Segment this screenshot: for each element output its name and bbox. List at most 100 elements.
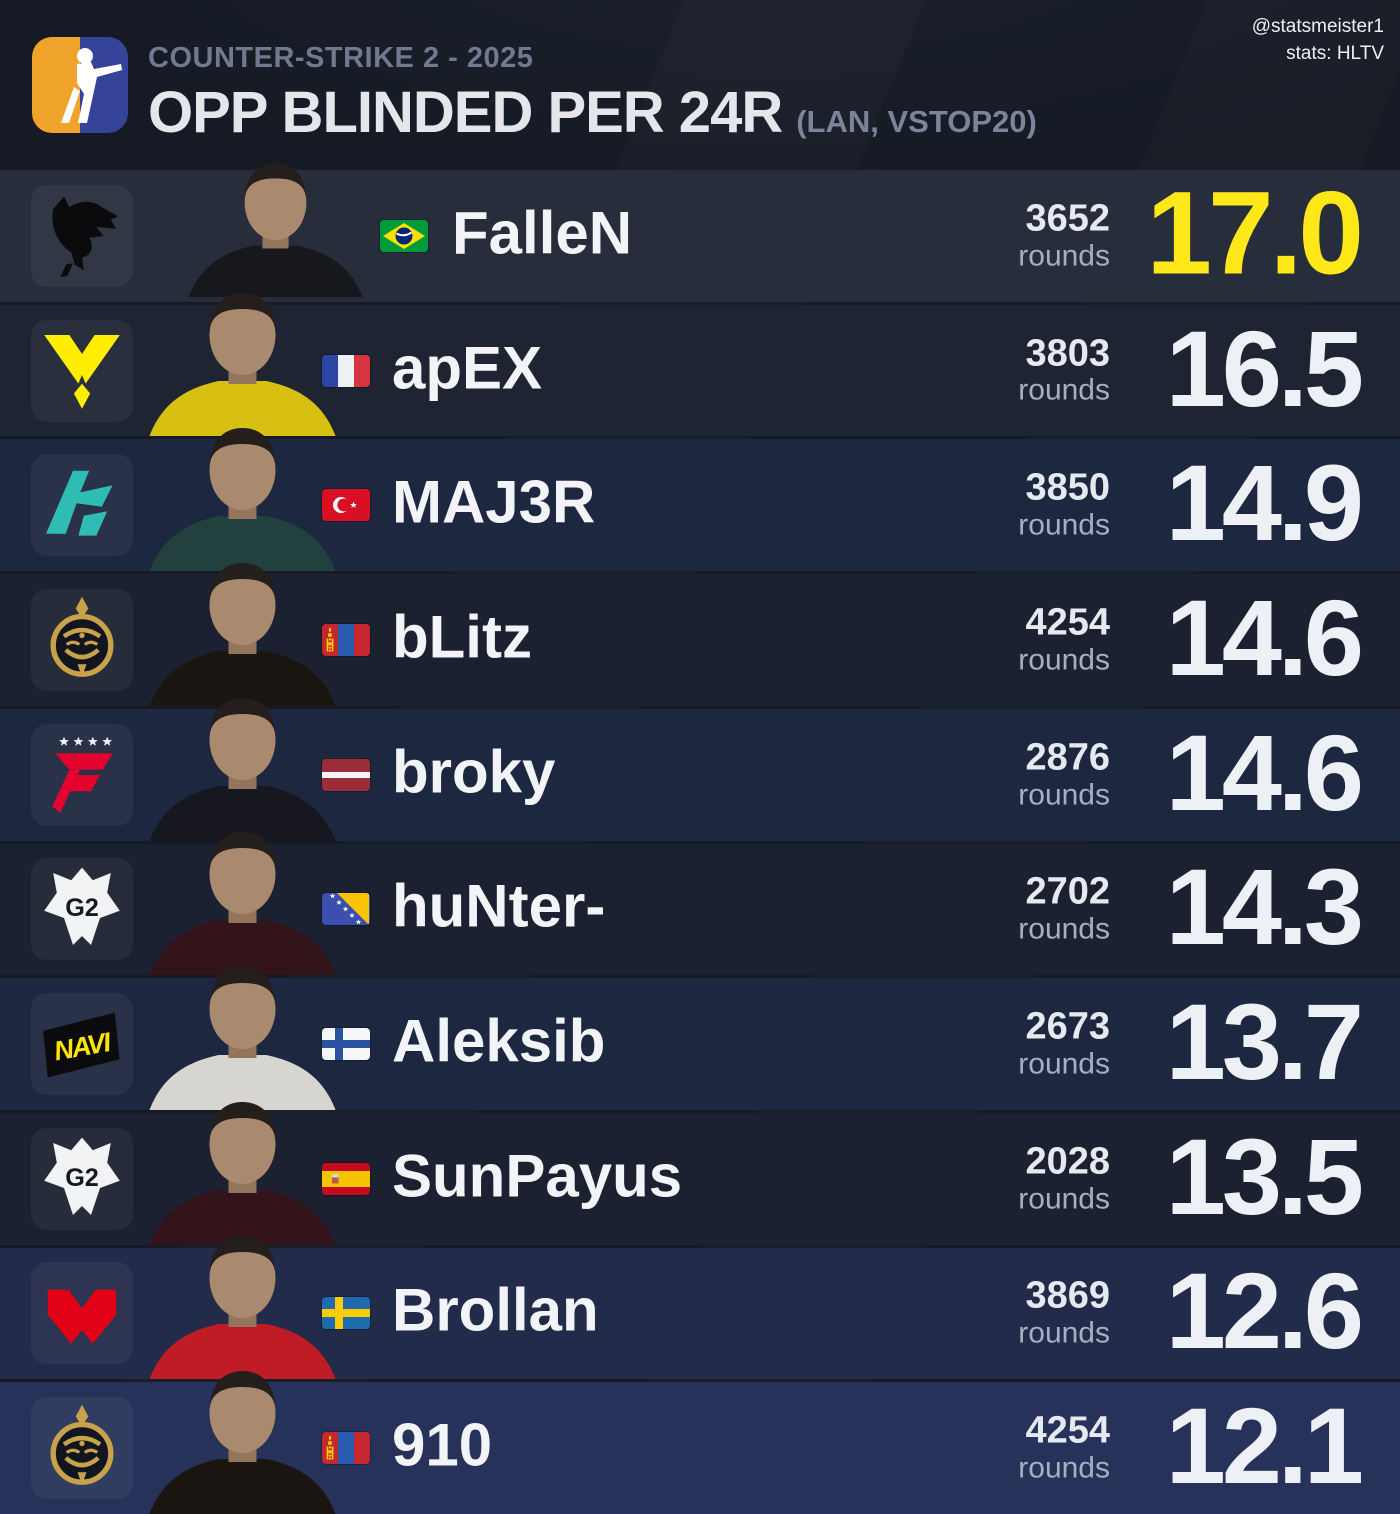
player-row-blitz: bLitz 4254 rounds 14.6 xyxy=(0,562,1400,706)
stat-value: 13.5 xyxy=(1165,1115,1364,1237)
player-row-brollan: Brollan 3869 rounds 12.6 xyxy=(0,1236,1400,1380)
player-name: broky xyxy=(392,738,556,806)
rounds-count: 3652 xyxy=(1025,197,1110,240)
team-logo-tile xyxy=(31,319,133,422)
stat-value: 14.9 xyxy=(1165,442,1364,564)
rounds-block: 3803 rounds xyxy=(1018,332,1110,407)
team-logo-g2-icon xyxy=(44,1137,120,1215)
rounds-label: rounds xyxy=(1018,1451,1110,1485)
stat-value: 16.5 xyxy=(1165,307,1364,429)
player-name: bLitz xyxy=(392,603,532,671)
attribution: @statsmeister1 stats: HLTV xyxy=(1252,14,1384,67)
rounds-block: 4254 rounds xyxy=(1018,1409,1110,1485)
stat-value: 17.0 xyxy=(1146,167,1364,300)
rounds-block: 3869 rounds xyxy=(1018,1275,1110,1350)
team-logo-tile xyxy=(31,184,133,287)
stat-value: 12.1 xyxy=(1165,1385,1364,1507)
team-logo-vitality-icon xyxy=(44,334,120,409)
player-row-aleksib: Aleksib 2673 rounds 13.7 xyxy=(0,966,1400,1110)
cs2-logo-icon xyxy=(32,37,128,133)
header: COUNTER-STRIKE 2 - 2025 OPP BLINDED PER … xyxy=(0,0,1400,170)
stat-value: 13.7 xyxy=(1165,981,1364,1103)
rounds-count: 3869 xyxy=(1025,1275,1110,1318)
player-row-apex: apEX 3803 rounds 16.5 xyxy=(0,293,1400,437)
rounds-label: rounds xyxy=(1018,373,1110,407)
rounds-count: 3850 xyxy=(1025,466,1110,509)
team-logo-tile xyxy=(31,993,133,1096)
player-name: SunPayus xyxy=(392,1142,683,1210)
team-logo-tile xyxy=(31,1127,133,1230)
team-logo-tile xyxy=(31,1397,133,1500)
team-logo-mouz-icon xyxy=(47,1290,117,1345)
player-name: Aleksib xyxy=(392,1007,606,1075)
flag-mongolia-icon xyxy=(322,624,370,656)
rounds-count: 4254 xyxy=(1025,1409,1110,1452)
rounds-block: 2673 rounds xyxy=(1018,1005,1110,1081)
team-logo-tile xyxy=(31,858,133,961)
player-row-broky: broky 2876 rounds 14.6 xyxy=(0,697,1400,841)
flag-france-icon xyxy=(322,354,370,387)
rounds-count: 4254 xyxy=(1025,601,1110,644)
flag-mongolia-icon xyxy=(322,1432,370,1464)
rounds-label: rounds xyxy=(1018,1047,1110,1081)
rounds-count: 2702 xyxy=(1025,870,1110,913)
rounds-block: 2028 rounds xyxy=(1018,1140,1110,1216)
flag-bosnia-icon xyxy=(322,893,370,925)
rounds-block: 2702 rounds xyxy=(1018,870,1110,946)
player-name: apEX xyxy=(392,334,543,402)
team-logo-mongolz-icon xyxy=(37,1403,127,1493)
rounds-count: 2876 xyxy=(1025,736,1110,779)
player-name: FalleN xyxy=(452,199,633,267)
page-title: OPP BLINDED PER 24R xyxy=(148,80,783,145)
team-logo-tile xyxy=(31,454,133,557)
player-row-fallen: FalleN 3652 rounds 17.0 xyxy=(0,163,1400,302)
rounds-count: 2673 xyxy=(1025,1005,1110,1048)
author-handle: @statsmeister1 xyxy=(1251,16,1384,37)
rounds-label: rounds xyxy=(1018,643,1110,677)
stat-value: 14.6 xyxy=(1165,711,1364,833)
player-photo xyxy=(168,152,383,302)
flag-spain-icon xyxy=(322,1162,370,1195)
rounds-label: rounds xyxy=(1018,1182,1110,1216)
rounds-label: rounds xyxy=(1018,912,1110,946)
rounds-block: 4254 rounds xyxy=(1018,601,1110,677)
team-logo-furia-icon xyxy=(52,196,119,278)
rounds-count: 2028 xyxy=(1025,1140,1110,1183)
title-block: COUNTER-STRIKE 2 - 2025 OPP BLINDED PER … xyxy=(148,42,1037,146)
flag-finland-icon xyxy=(322,1028,370,1061)
stats-credit: stats: HLTV xyxy=(1286,42,1384,64)
rounds-label: rounds xyxy=(1018,1316,1110,1350)
player-row-sunpayus: SunPayus 2028 rounds 13.5 xyxy=(0,1101,1400,1245)
team-logo-tile xyxy=(31,1262,133,1365)
stat-value: 14.6 xyxy=(1165,576,1364,698)
flag-turkey-icon xyxy=(322,489,370,521)
team-logo-tile xyxy=(31,723,133,826)
team-logo-tile xyxy=(31,588,133,691)
team-logo-navi-icon xyxy=(38,1012,124,1078)
rounds-label: rounds xyxy=(1018,239,1110,273)
flag-sweden-icon xyxy=(322,1297,370,1330)
team-logo-g2-icon xyxy=(44,867,120,946)
rounds-count: 3803 xyxy=(1025,332,1110,375)
title-qualifier: (LAN, VSTOP20) xyxy=(796,104,1037,139)
rounds-label: rounds xyxy=(1018,508,1110,542)
stat-value: 14.3 xyxy=(1165,846,1364,968)
flag-brazil-icon xyxy=(380,219,428,252)
player-row-910: 910 4254 rounds 12.1 xyxy=(0,1371,1400,1514)
team-logo-mongolz-icon xyxy=(37,595,127,685)
leaderboard: FalleN 3652 rounds 17.0 apEX 3803 rounds… xyxy=(0,163,1400,1514)
rounds-label: rounds xyxy=(1018,778,1110,812)
team-logo-faze-icon xyxy=(37,730,127,820)
team-logo-apeks-icon xyxy=(46,471,113,536)
player-name: MAJ3R xyxy=(392,468,596,536)
stat-value: 12.6 xyxy=(1165,1250,1364,1372)
series-label: COUNTER-STRIKE 2 - 2025 xyxy=(148,42,534,74)
player-row-maj3r: MAJ3R 3850 rounds 14.9 xyxy=(0,428,1400,572)
player-name: Brollan xyxy=(392,1277,599,1345)
rounds-block: 3850 rounds xyxy=(1018,466,1110,542)
flag-latvia-icon xyxy=(322,758,370,791)
rounds-block: 2876 rounds xyxy=(1018,736,1110,812)
player-name: 910 xyxy=(392,1411,493,1479)
player-name: huNter- xyxy=(392,873,606,941)
